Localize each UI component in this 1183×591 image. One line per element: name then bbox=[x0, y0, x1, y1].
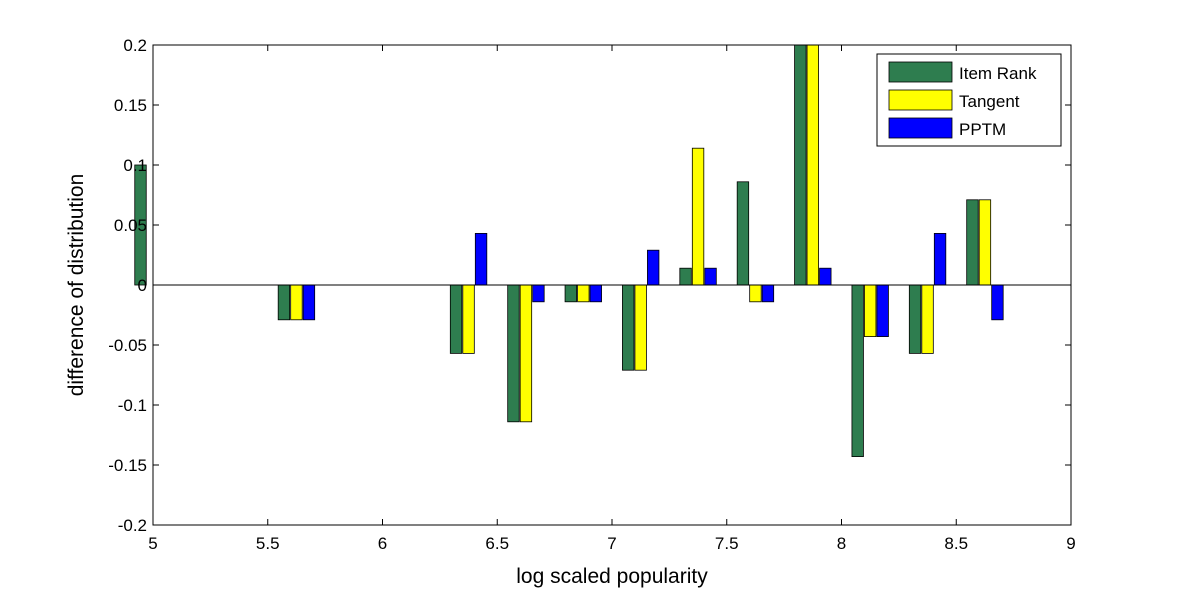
y-axis-label: difference of distribution bbox=[65, 174, 88, 397]
bar-pptm-9 bbox=[876, 284, 889, 337]
y-tick-label: 0.15 bbox=[114, 96, 147, 115]
bar-tangent-4 bbox=[577, 284, 590, 303]
legend-label: PPTM bbox=[959, 120, 1006, 139]
x-tick-label: 7.5 bbox=[715, 534, 739, 553]
y-tick-label: -0.05 bbox=[108, 336, 147, 355]
legend-label: Item Rank bbox=[959, 64, 1037, 83]
legend: Item Rank Tangent PPTM bbox=[876, 53, 1062, 147]
x-axis-label: log scaled popularity bbox=[516, 565, 708, 588]
bar-tangent-5 bbox=[634, 284, 647, 371]
y-tick-label: -0.15 bbox=[108, 456, 147, 475]
bar-tangent-2 bbox=[462, 284, 475, 354]
x-tick-label: 8 bbox=[837, 534, 846, 553]
x-axis: 5 5.5 6 6.5 7 7.5 8 8.5 9 bbox=[148, 45, 1076, 553]
y-tick-label: 0 bbox=[138, 276, 147, 295]
bar-tangent-10 bbox=[921, 284, 934, 354]
y-tick-label: 0.2 bbox=[123, 36, 147, 55]
x-tick-label: 5.5 bbox=[256, 534, 280, 553]
bar-pptm-1 bbox=[302, 284, 316, 321]
bar-pptm-7 bbox=[761, 284, 775, 303]
y-tick-label: -0.1 bbox=[118, 396, 147, 415]
legend-swatch-tangent bbox=[888, 89, 953, 111]
bar-item-rank-9 bbox=[851, 284, 864, 458]
bar-item-rank-0 bbox=[134, 164, 147, 286]
legend-swatch-pptm bbox=[888, 117, 953, 139]
bar-item-rank-5 bbox=[622, 284, 635, 371]
bar-item-rank-8 bbox=[794, 44, 807, 286]
x-tick-label: 6 bbox=[378, 534, 387, 553]
x-tick-label: 8.5 bbox=[944, 534, 968, 553]
bar-pptm-10 bbox=[933, 232, 947, 286]
legend-label: Tangent bbox=[959, 92, 1020, 111]
bar-item-rank-1 bbox=[277, 284, 291, 321]
bar-tangent-7 bbox=[749, 284, 762, 303]
y-tick-label: 0.05 bbox=[114, 216, 147, 235]
legend-swatch-item-rank bbox=[888, 61, 953, 83]
y-tick-label: -0.2 bbox=[118, 516, 147, 535]
bar-pptm-6 bbox=[704, 267, 717, 286]
bar-tangent-6 bbox=[691, 147, 705, 286]
bar-item-rank-11 bbox=[966, 199, 979, 286]
x-tick-label: 5 bbox=[148, 534, 157, 553]
bar-pptm-5 bbox=[647, 249, 660, 286]
bar-tangent-8 bbox=[806, 44, 819, 286]
y-tick-label: 0.1 bbox=[123, 156, 147, 175]
x-tick-label: 7 bbox=[607, 534, 616, 553]
bar-item-rank-6 bbox=[679, 267, 692, 286]
bar-item-rank-10 bbox=[908, 284, 922, 354]
bar-item-rank-4 bbox=[564, 284, 577, 303]
bar-item-rank-7 bbox=[736, 181, 750, 286]
bar-tangent-11 bbox=[978, 199, 992, 286]
bar-item-rank-3 bbox=[507, 284, 520, 423]
bar-pptm-8 bbox=[819, 267, 832, 286]
bar-pptm-3 bbox=[532, 284, 545, 303]
bar-pptm-2 bbox=[474, 232, 488, 286]
bars-group bbox=[134, 44, 1004, 458]
bar-pptm-11 bbox=[991, 284, 1004, 321]
y-axis: -0.2 -0.15 -0.1 -0.05 0 0.05 0.1 0.15 0.2 bbox=[108, 36, 1071, 535]
x-tick-label: 9 bbox=[1066, 534, 1075, 553]
x-tick-label: 6.5 bbox=[485, 534, 509, 553]
bar-tangent-9 bbox=[864, 284, 877, 337]
bar-pptm-4 bbox=[589, 284, 602, 303]
bar-tangent-1 bbox=[290, 284, 303, 321]
bar-tangent-3 bbox=[519, 284, 533, 423]
bar-item-rank-2 bbox=[449, 284, 463, 354]
